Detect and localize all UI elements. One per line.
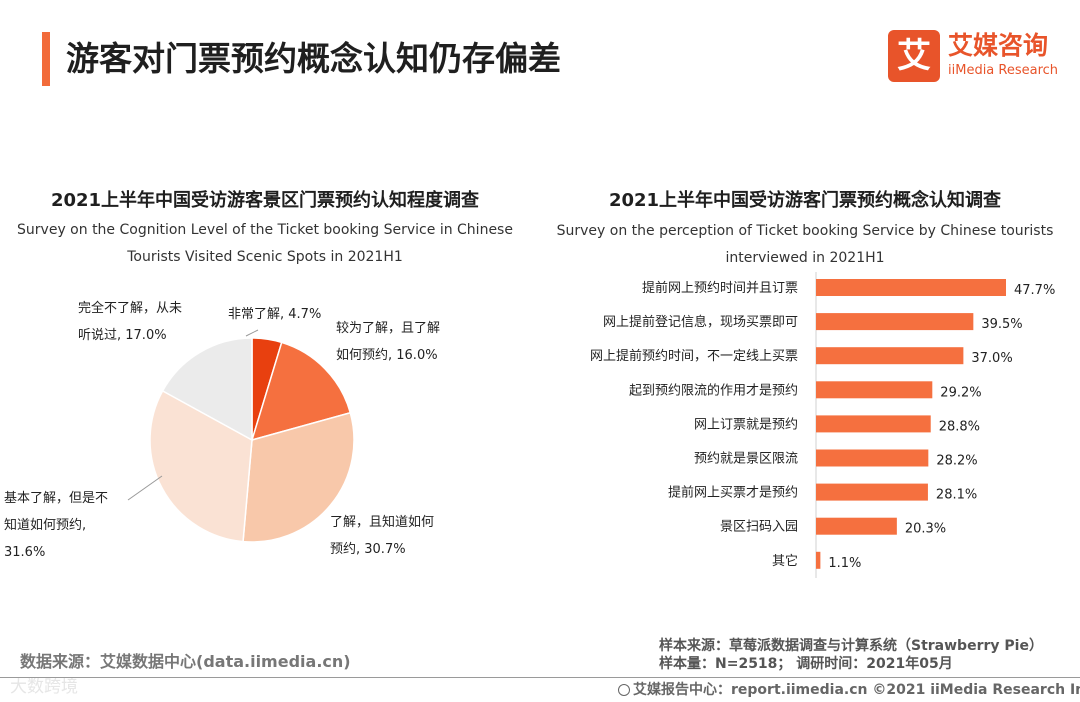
bar-category-label-7: 景区扫码入园 (720, 520, 798, 535)
iimedia-logo: 艾 艾媒咨询 iiMedia Research (888, 30, 1063, 84)
bar-6 (816, 483, 928, 501)
logo-en-text: iiMedia Research (948, 63, 1059, 78)
pie-chart-subtitle: Survey on the Cognition Level of the Tic… (0, 217, 530, 271)
page-title: 游客对门票预约概念认知仍存偏差 (66, 39, 561, 78)
bar-category-label-5: 预约就是景区限流 (694, 452, 798, 467)
pie-label-1: 较为了解，且了解如何预约, 16.0% (336, 321, 440, 363)
globe-icon (618, 684, 630, 696)
bar-8 (816, 551, 821, 569)
bar-category-label-1: 网上提前登记信息，现场买票即可 (603, 314, 798, 330)
sample-source: 样本来源：草莓派数据调查与计算系统（Strawberry Pie） (659, 638, 1043, 654)
pie-chart-title: 2021上半年中国受访游客景区门票预约认知程度调查 (50, 190, 480, 211)
pie-slice-3 (149, 389, 253, 543)
bar-3 (816, 381, 933, 399)
bar-value-label-7: 20.3% (905, 522, 946, 537)
bar-5 (816, 449, 929, 467)
pie-leader-line-0 (245, 329, 259, 337)
bar-category-label-2: 网上提前预约时间，不一定线上买票 (590, 348, 798, 364)
pie-label-2: 了解，且知道如何预约, 30.7% (330, 514, 434, 557)
bar-value-label-4: 28.8% (939, 419, 980, 434)
bar-value-label-2: 37.0% (971, 351, 1012, 366)
bar-category-label-4: 网上订票就是预约 (694, 417, 798, 432)
report-center: 艾媒报告中心：report.iimedia.cn ©2021 iiMedia R… (618, 679, 1080, 699)
bar-chart: 提前网上预约时间并且订票 47.7% 网上提前登记信息，现场买票即可 39.5% 网上提… (590, 272, 1055, 578)
pie-slice-4 (161, 337, 253, 442)
sample-info: 样本来源：草莓派数据调查与计算系统（Strawberry Pie） 样本量：N=… (659, 637, 1043, 673)
bar-chart-subtitle: Survey on the perception of Ticket booki… (540, 218, 1070, 272)
footer-divider (0, 677, 1080, 678)
bar-value-label-5: 28.2% (936, 454, 977, 469)
data-source: 数据来源：艾媒数据中心(data.iimedia.cn) (20, 652, 351, 671)
bar-4 (816, 415, 931, 433)
pie-label-3: 基本了解，但是不知道如何预约, 31.6% (4, 491, 108, 560)
bar-category-label-3: 起到预约限流的作用才是预约 (629, 382, 798, 398)
pie-label-0: 非常了解, 4.7% (228, 307, 321, 322)
pie-chart-subtitle-line1: Survey on the Cognition Level of the Tic… (17, 222, 513, 238)
sample-size: 样本量：N=2518； 调研时间：2021年05月 (659, 656, 953, 672)
bar-chart-subtitle-line1: Survey on the perception of Ticket booki… (556, 223, 1054, 239)
bar-value-label-3: 29.2% (940, 385, 981, 400)
bar-value-label-6: 28.1% (936, 488, 977, 503)
pie-slice-2 (242, 411, 355, 543)
pie-chart-subtitle-line2: Tourists Visited Scenic Spots in 2021H1 (127, 249, 403, 265)
pie-slice-1 (250, 341, 352, 442)
pie-label-4: 完全不了解，从未听说过, 17.0% (78, 300, 182, 343)
bar-category-label-6: 提前网上买票才是预约 (668, 485, 798, 501)
report-center-text: 艾媒报告中心：report.iimedia.cn ©2021 iiMedia R… (633, 682, 1080, 698)
bar-category-label-8: 其它 (772, 553, 798, 569)
bar-2 (816, 347, 964, 365)
pie-leader-line-3 (127, 475, 163, 501)
bar-chart-subtitle-line2: interviewed in 2021H1 (725, 250, 885, 266)
bar-7 (816, 517, 897, 535)
watermark: 大数跨境 (10, 677, 78, 697)
title-accent-bar (42, 32, 50, 86)
bar-1 (816, 313, 974, 331)
bar-value-label-8: 1.1% (828, 556, 861, 571)
bar-chart-title: 2021上半年中国受访游客门票预约概念认知调查 (608, 190, 1002, 211)
logo-mark-icon: 艾 (888, 30, 940, 82)
bar-category-label-0: 提前网上预约时间并且订票 (642, 280, 798, 296)
bar-value-label-0: 47.7% (1014, 283, 1055, 298)
bar-0 (816, 279, 1006, 296)
pie-chart: 非常了解, 4.7% 较为了解，且了解如何预约, 16.0% 了解，且知道如何预约,… (4, 300, 440, 560)
logo-cn-text: 艾媒咨询 (948, 31, 1049, 60)
bar-value-label-1: 39.5% (981, 317, 1022, 332)
